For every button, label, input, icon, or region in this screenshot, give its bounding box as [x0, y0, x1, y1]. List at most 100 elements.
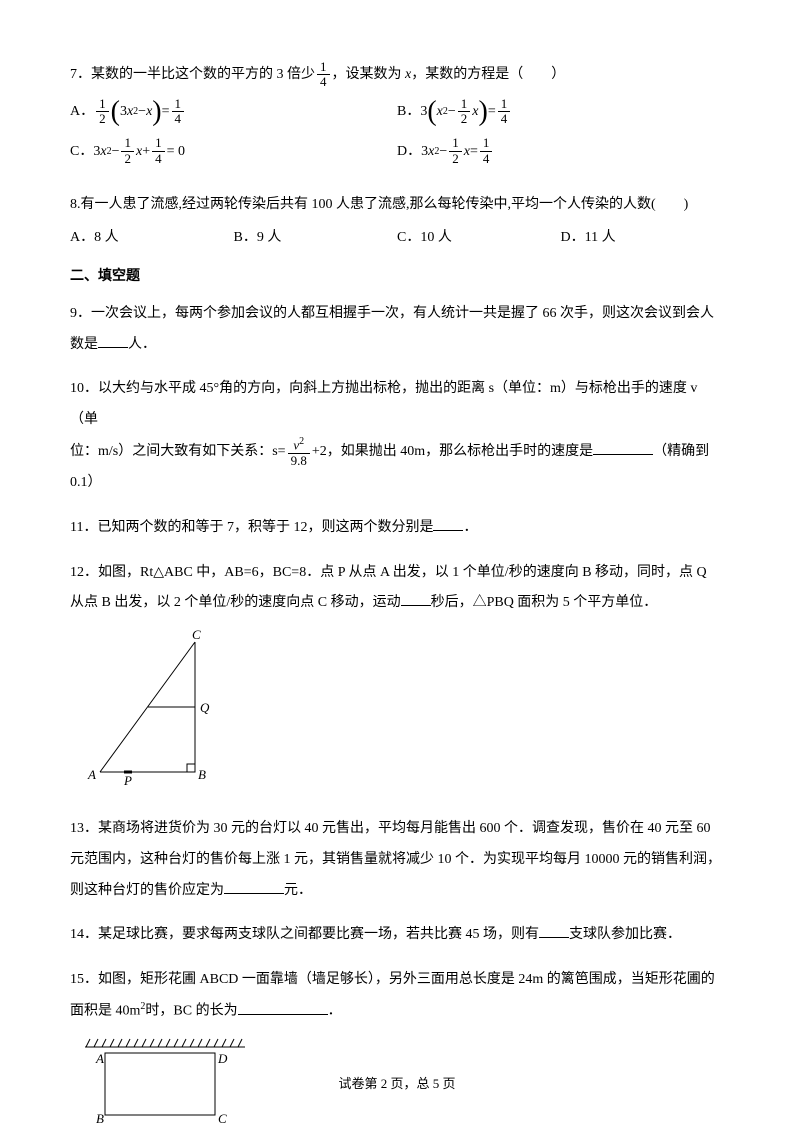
frac-num: 1: [480, 136, 493, 151]
q10-line2: 位：m/s）之间大致有如下关系：s=v29.8+2，如果抛出 40m，那么标枪出…: [70, 436, 724, 468]
label-b: B: [96, 1111, 104, 1126]
frac-den: 4: [152, 152, 165, 166]
q9-text-a: 9．一次会议上，每两个参加会议的人都互相握手一次，有人统计一共是握了 66 次手…: [70, 306, 714, 352]
label-d: D: [217, 1051, 228, 1066]
q12-text-b: 从点 B 出发，以 2 个单位/秒的速度向点 C 移动，运动: [70, 595, 401, 610]
q11-text-b: ．: [463, 520, 477, 535]
q8-stem: 8.有一人患了流感,经过两轮传染后共有 100 人患了流感,那么每轮传染中,平均…: [70, 190, 724, 221]
fraction-icon: 14: [480, 136, 493, 166]
fraction-icon: v29.8: [288, 436, 310, 468]
frac-num: 1: [317, 60, 330, 75]
eq: = 0: [167, 141, 185, 162]
q7-text-b: ，设某数为: [332, 67, 406, 82]
question-10: 10．以大约与水平成 45°角的方向，向斜上方抛出标枪，抛出的距离 s（单位：m…: [70, 374, 724, 498]
q14-text-b: 支球队参加比赛．: [569, 927, 681, 942]
fraction-icon: 12: [449, 136, 462, 166]
sup: 2: [299, 436, 304, 447]
section-2-title: 二、填空题: [70, 266, 724, 287]
q8-opt-d: D．11 人: [561, 227, 725, 248]
q7-opt-c: C． 3x2 − 12x + 14 = 0: [70, 136, 397, 166]
q7-opt-d: D． 3x2 − 12x = 14: [397, 136, 724, 166]
q13-line1: 13．某商场将进货价为 30 元的台灯以 40 元售出，平均每月能售出 600 …: [70, 814, 724, 845]
opt-label: A．: [70, 101, 94, 122]
label-c: C: [192, 627, 201, 642]
blank-field[interactable]: [401, 590, 431, 606]
frac-num: 1: [172, 97, 185, 112]
label-a: A: [87, 767, 96, 782]
q10-text-d: （精确到: [653, 444, 709, 459]
frac-den: 2: [96, 112, 109, 126]
q8-opt-b: B．9 人: [234, 227, 398, 248]
frac-num: v2: [288, 436, 310, 454]
frac-den: 2: [458, 112, 471, 126]
q13-text-d: 元．: [284, 883, 312, 898]
q8-opt-a: A．8 人: [70, 227, 234, 248]
blank-field[interactable]: [593, 439, 653, 455]
q7-opt-a: A． 12(3x2 − x) = 14: [70, 97, 397, 127]
q13-line2: 元范围内，这种台灯的售价每上涨 1 元，其销售量就将减少 10 个．为实现平均每…: [70, 845, 724, 876]
opt-label: C．: [70, 141, 93, 162]
q9-text-b: 人．: [128, 337, 156, 352]
fraction-icon: 14: [152, 136, 165, 166]
eq: =: [488, 101, 496, 122]
blank-field[interactable]: [238, 999, 328, 1015]
q12-line1: 12．如图，Rt△ABC 中，AB=6，BC=8．点 P 从点 A 出发，以 1…: [70, 558, 724, 589]
fraction-icon: 12: [96, 97, 109, 127]
eq: =: [162, 101, 170, 122]
q10-text-c: +2，如果抛出 40m，那么标枪出手时的速度是: [312, 444, 593, 459]
blank-field[interactable]: [433, 515, 463, 531]
blank-field[interactable]: [224, 878, 284, 894]
q15-line1: 15．如图，矩形花圃 ABCD 一面靠墙（墙足够长），另外三面用总长度是 24m…: [70, 965, 724, 996]
label-p: P: [123, 773, 132, 787]
frac-den: 4: [172, 112, 185, 126]
question-15: 15．如图，矩形花圃 ABCD 一面靠墙（墙足够长），另外三面用总长度是 24m…: [70, 965, 724, 1143]
frac-num: 1: [449, 136, 462, 151]
question-8: 8.有一人患了流感,经过两轮传染后共有 100 人患了流感,那么每轮传染中,平均…: [70, 190, 724, 248]
question-11: 11．已知两个数的和等于 7，积等于 12，则这两个数分别是 ．: [70, 513, 724, 544]
q7-stem: 7．某数的一半比这个数的平方的 3 倍少14，设某数为 x，某数的方程是（ ）: [70, 60, 724, 91]
q13-text-c: 则这种台灯的售价应定为: [70, 883, 224, 898]
q12-line2: 从点 B 出发，以 2 个单位/秒的速度向点 C 移动，运动秒后，△PBQ 面积…: [70, 588, 724, 619]
plus: +: [142, 141, 150, 162]
blank-field[interactable]: [98, 332, 128, 348]
minus: −: [448, 101, 456, 122]
fraction-icon: 12: [458, 97, 471, 127]
frac-den: 9.8: [288, 454, 310, 468]
label-a: A: [95, 1051, 104, 1066]
opt-label: D．: [397, 141, 421, 162]
frac-num: 1: [458, 97, 471, 112]
frac-num: 1: [96, 97, 109, 112]
minus: −: [112, 141, 120, 162]
question-12: 12．如图，Rt△ABC 中，AB=6，BC=8．点 P 从点 A 出发，以 1…: [70, 558, 724, 800]
q11-text-a: 11．已知两个数的和等于 7，积等于 12，则这两个数分别是: [70, 520, 433, 535]
minus: −: [439, 141, 447, 162]
frac-num: 1: [121, 136, 134, 151]
blank-field[interactable]: [539, 922, 569, 938]
q7-text-a: 7．某数的一半比这个数的平方的 3 倍少: [70, 67, 315, 82]
opt-label: B．: [397, 101, 420, 122]
page-footer: 试卷第 2 页，总 5 页: [0, 1074, 794, 1094]
frac-den: 4: [317, 75, 330, 89]
eq: =: [470, 141, 478, 162]
triangle-icon: A B C P Q: [80, 627, 230, 787]
q15-line2: 面积是 40m2时，BC 的长为．: [70, 996, 724, 1027]
q10-line3: 0.1）: [70, 468, 724, 499]
triangle-figure: A B C P Q: [80, 627, 724, 800]
coef: 3: [420, 101, 427, 122]
q8-options: A．8 人 B．9 人 C．10 人 D．11 人: [70, 227, 724, 248]
label-q: Q: [200, 700, 210, 715]
fraction-icon: 14: [172, 97, 185, 127]
q13-line3: 则这种台灯的售价应定为 元．: [70, 876, 724, 907]
q15-text-c: 时，BC 的长为: [145, 1004, 237, 1019]
q15-text-b: 面积是 40m: [70, 1004, 140, 1019]
var: x: [472, 101, 478, 122]
frac-den: 2: [449, 152, 462, 166]
q7-options: A． 12(3x2 − x) = 14 B． 3(x2 − 12x) = 14 …: [70, 97, 724, 176]
q7-text-c: ，某数的方程是（ ）: [411, 67, 565, 82]
q14-text-a: 14．某足球比赛，要求每两支球队之间都要比赛一场，若共比赛 45 场，则有: [70, 927, 539, 942]
q15-text-d: ．: [328, 1004, 342, 1019]
fraction-icon: 14: [317, 60, 330, 90]
fraction-icon: 14: [498, 97, 511, 127]
question-9: 9．一次会议上，每两个参加会议的人都互相握手一次，有人统计一共是握了 66 次手…: [70, 299, 724, 361]
frac-num: 1: [152, 136, 165, 151]
